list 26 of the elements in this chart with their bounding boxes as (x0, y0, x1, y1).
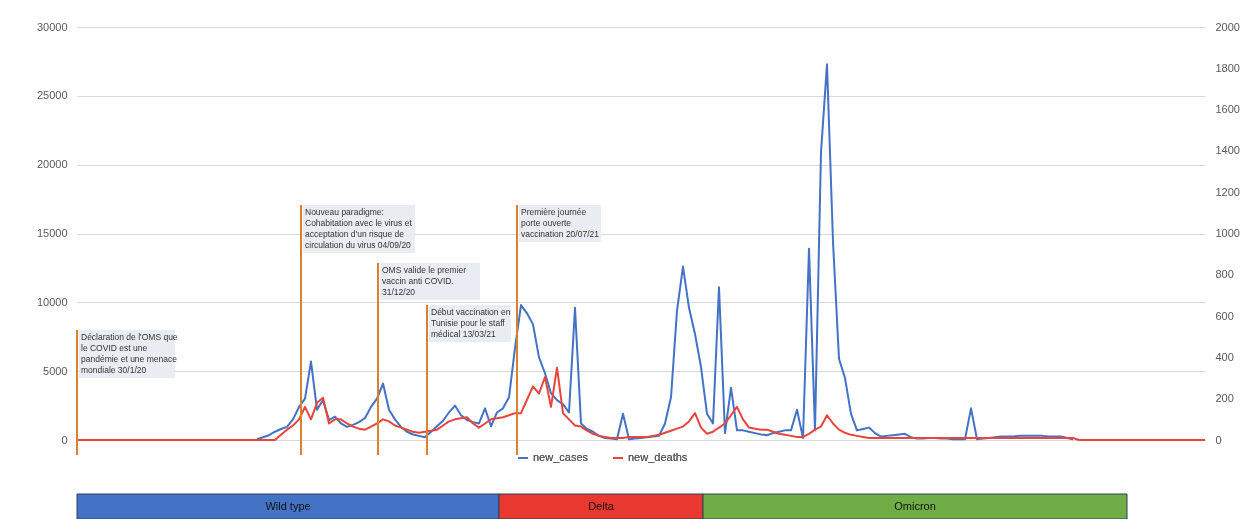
y-tick-label: 15000 (36, 227, 68, 239)
y-tick-label: 30000 (36, 20, 68, 33)
y2-tick-label: 1400 (1215, 144, 1240, 157)
legend-label: new_deaths (628, 451, 688, 463)
line-series (256, 63, 1074, 441)
y2-tick-label: 1200 (1215, 185, 1240, 198)
y2-tick-label: 600 (1215, 309, 1234, 322)
legend-label: new_cases (533, 451, 589, 463)
y-tick-label: 0 (61, 433, 68, 446)
line-series (76, 366, 1206, 441)
text: Delta (588, 500, 615, 512)
y-tick-label: 10000 (36, 295, 68, 308)
y2-tick-label: 1800 (1215, 61, 1240, 74)
y2-tick-label: 1000 (1215, 227, 1240, 239)
y-tick-label: 25000 (36, 89, 68, 102)
text: Wild type (265, 500, 311, 512)
y2-tick-label: 400 (1215, 350, 1234, 363)
y2-tick-label: 1600 (1215, 103, 1240, 116)
y2-tick-label: 200 (1215, 392, 1234, 405)
text: Omicron (894, 500, 936, 512)
y-tick-label: 20000 (36, 158, 68, 171)
annotation: OMS valide le premier vaccin anti COVID. 31/12/20 (382, 265, 467, 297)
y2-tick-label: 0 (1215, 433, 1222, 446)
y-tick-label: 5000 (43, 364, 68, 377)
y2-tick-label: 800 (1215, 268, 1234, 281)
y2-tick-label: 2000 (1215, 20, 1240, 33)
